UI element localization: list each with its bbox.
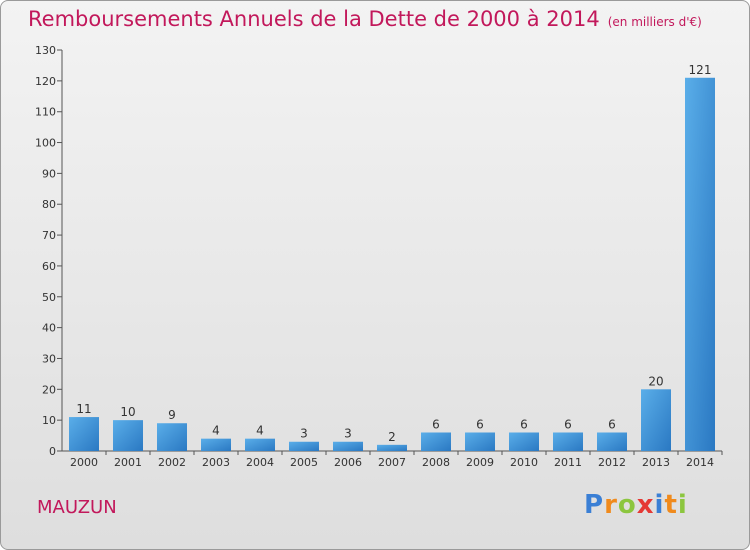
logo-letter: P — [584, 490, 605, 520]
x-tick-label-2008: 2008 — [422, 456, 450, 469]
x-tick-label-2001: 2001 — [114, 456, 142, 469]
logo-letter: o — [617, 490, 637, 520]
x-tick-label-2000: 2000 — [70, 456, 98, 469]
x-tick-label-2014: 2014 — [686, 456, 714, 469]
y-tick-label: 30 — [42, 352, 56, 365]
chart-title-text: Remboursements Annuels de la Dette de 20… — [28, 7, 600, 31]
bar-2011 — [553, 432, 583, 451]
logo-letter: x — [636, 490, 655, 520]
data-label-2002: 9 — [168, 408, 176, 422]
y-tick-label: 20 — [42, 383, 56, 396]
bar-2009 — [465, 432, 495, 451]
y-tick-label: 0 — [49, 445, 56, 458]
x-tick-label-2002: 2002 — [158, 456, 186, 469]
x-tick-label-2012: 2012 — [598, 456, 626, 469]
data-label-2009: 6 — [476, 417, 484, 431]
chart-unit: (en milliers d'€) — [607, 15, 702, 29]
bar-2013 — [641, 389, 671, 451]
y-tick-label: 70 — [42, 229, 56, 242]
data-label-2013: 20 — [648, 374, 663, 388]
bar-2014 — [685, 77, 715, 451]
x-tick-label-2007: 2007 — [378, 456, 406, 469]
bar-2006 — [333, 441, 363, 451]
bar-2002 — [157, 423, 187, 451]
bar-2000 — [69, 417, 99, 451]
y-tick-label: 50 — [42, 291, 56, 304]
data-label-2008: 6 — [432, 417, 440, 431]
data-label-2004: 4 — [256, 424, 264, 438]
y-tick-label: 10 — [42, 414, 56, 427]
bar-layer: 11 10 9 4 4 3 3 2 6 6 6 6 6 20 121 — [69, 63, 715, 451]
bar-2005 — [289, 441, 319, 451]
y-tick-label: 120 — [35, 75, 56, 88]
bar-2003 — [201, 438, 231, 451]
x-tick-label-2004: 2004 — [246, 456, 274, 469]
x-tick-label-2011: 2011 — [554, 456, 582, 469]
data-label-2003: 4 — [212, 424, 220, 438]
chart-title: Remboursements Annuels de la Dette de 20… — [28, 7, 702, 31]
data-label-2005: 3 — [300, 427, 308, 441]
logo-letter: r — [604, 490, 618, 520]
y-tick-label: 90 — [42, 167, 56, 180]
y-tick-label: 110 — [35, 106, 56, 119]
x-tick-label-2009: 2009 — [466, 456, 494, 469]
axis-layer: 0 10 20 30 40 50 60 70 80 90 100 110 120 130 2000 2001 2… — [35, 44, 723, 469]
bar-2010 — [509, 432, 539, 451]
data-label-2001: 10 — [120, 405, 135, 419]
x-tick-label-2006: 2006 — [334, 456, 362, 469]
x-tick-label-2003: 2003 — [202, 456, 230, 469]
bar-2008 — [421, 432, 451, 451]
commune-name: MAUZUN — [37, 497, 117, 518]
y-tick-label: 80 — [42, 198, 56, 211]
y-tick-label: 60 — [42, 260, 56, 273]
x-tick-label-2005: 2005 — [290, 456, 318, 469]
bar-2012 — [597, 432, 627, 451]
data-label-2012: 6 — [608, 417, 616, 431]
data-label-2000: 11 — [76, 402, 91, 416]
bar-2001 — [113, 420, 143, 451]
x-tick-label-2013: 2013 — [642, 456, 670, 469]
proxiti-logo: Proxiti — [584, 490, 688, 520]
logo-letter: t — [664, 490, 678, 520]
logo-letter: i — [677, 490, 688, 520]
x-tick-label-2010: 2010 — [510, 456, 538, 469]
y-tick-label: 40 — [42, 322, 56, 335]
logo-letter: i — [654, 490, 665, 520]
bar-2004 — [245, 438, 275, 451]
bar-2007 — [377, 444, 407, 451]
data-label-2011: 6 — [564, 417, 572, 431]
data-label-2007: 2 — [388, 430, 396, 444]
y-tick-label: 100 — [35, 137, 56, 150]
data-label-2010: 6 — [520, 417, 528, 431]
data-label-2006: 3 — [344, 427, 352, 441]
data-label-2014: 121 — [689, 63, 712, 77]
y-tick-label: 130 — [35, 44, 56, 57]
